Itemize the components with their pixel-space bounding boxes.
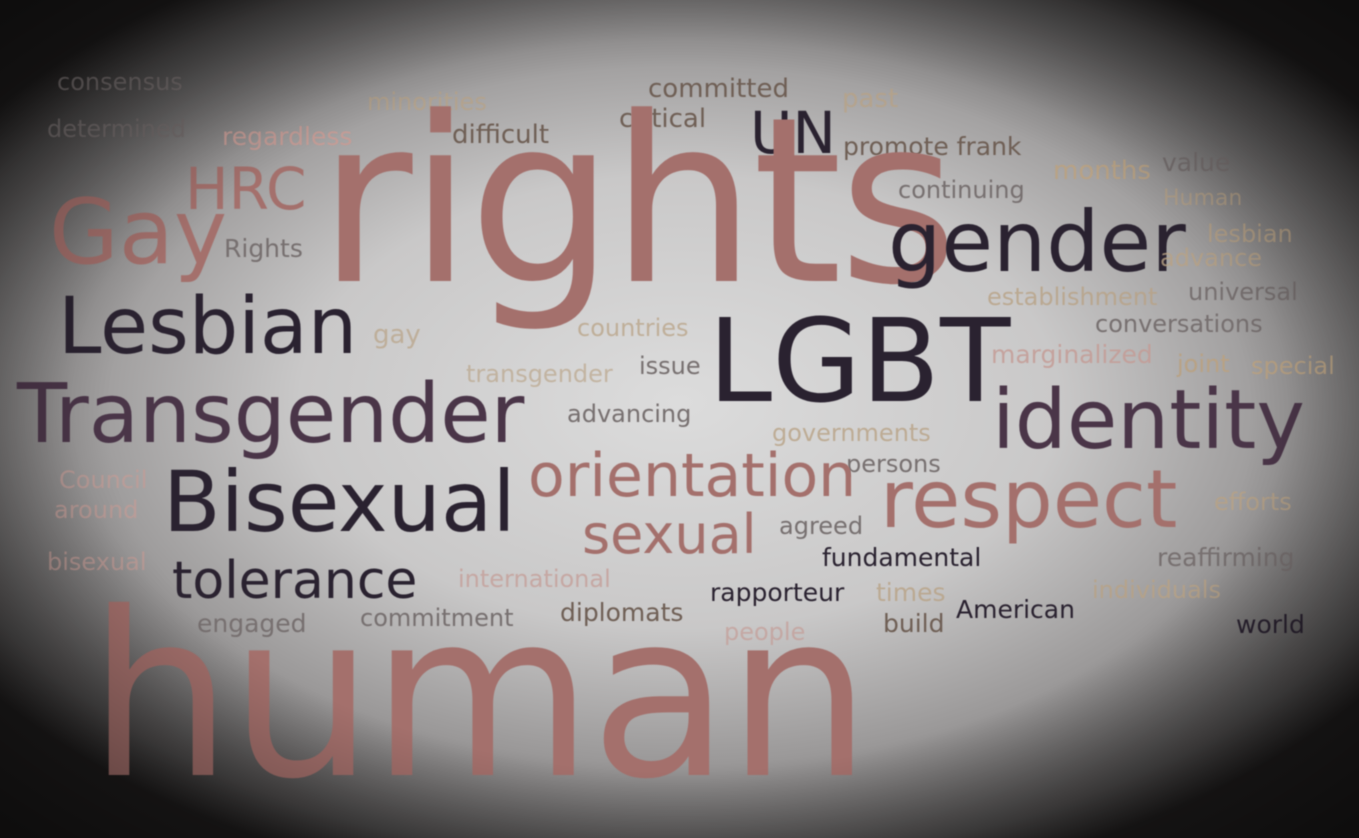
word-gender: gender xyxy=(888,193,1186,291)
word-around: around xyxy=(54,496,139,524)
word-advancing: advancing xyxy=(567,400,692,428)
word-build: build xyxy=(883,609,945,638)
word-respect: respect xyxy=(880,453,1178,546)
word-Rights: Rights xyxy=(224,234,303,263)
word-times: times xyxy=(876,578,946,607)
word-gay: gay xyxy=(373,320,421,350)
word-value: value xyxy=(1162,148,1231,177)
word-Gay: Gay xyxy=(49,180,228,285)
word-human: human xyxy=(88,563,871,829)
word-American: American xyxy=(956,595,1075,624)
word-efforts: efforts xyxy=(1214,488,1292,516)
word-sexual: sexual xyxy=(582,503,757,566)
word-Lesbian: Lesbian xyxy=(58,282,358,372)
word-establishment: establishment xyxy=(987,283,1158,311)
word-reaffirming: reaffirming xyxy=(1157,543,1295,572)
word-LGBT: LGBT xyxy=(708,295,1011,429)
word-universal: universal xyxy=(1188,278,1298,306)
word-world: world xyxy=(1236,610,1305,639)
word-conversations: conversations xyxy=(1095,310,1263,338)
word-identity: identity xyxy=(992,373,1305,468)
word-Bisexual: Bisexual xyxy=(163,453,516,551)
word-countries: countries xyxy=(577,314,689,342)
word-marginalized: marginalized xyxy=(991,340,1153,369)
word-Transgender: Transgender xyxy=(17,367,525,462)
word-lesbian: lesbian xyxy=(1207,220,1293,248)
word-orientation: orientation xyxy=(528,441,857,511)
word-Council: Council xyxy=(59,466,148,494)
word-issue: issue xyxy=(639,352,701,380)
word-consensus: consensus xyxy=(57,68,183,96)
word-rights: rights xyxy=(318,69,958,336)
word-determined: determined xyxy=(47,115,186,143)
word-months: months xyxy=(1053,156,1151,186)
word-agreed: agreed xyxy=(779,512,864,540)
word-individuals: individuals xyxy=(1092,576,1221,604)
word-advance: advance xyxy=(1160,244,1263,272)
